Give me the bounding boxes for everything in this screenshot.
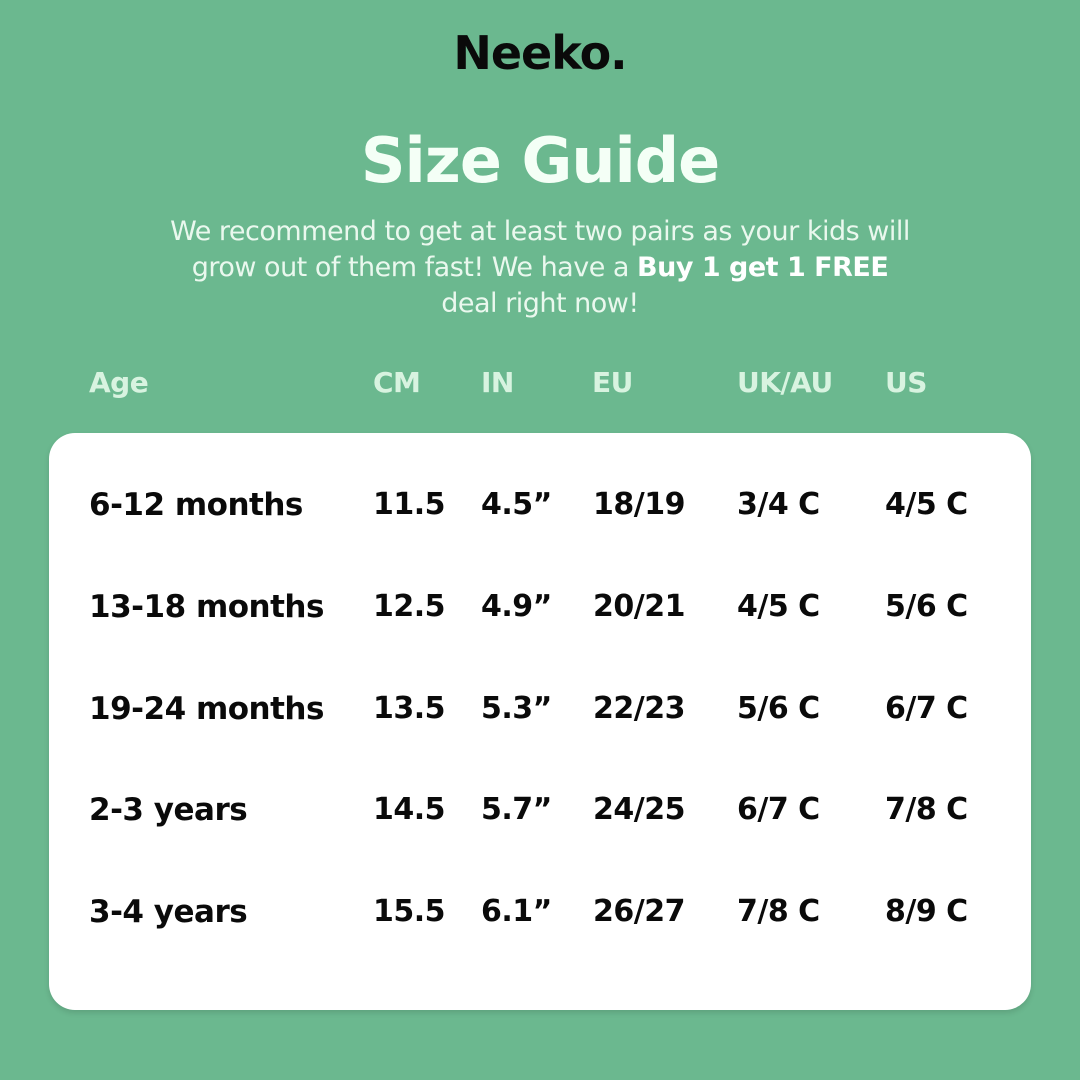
table-row: 19-24 months 13.5 5.3” 22/23 5/6 C 6/7 C bbox=[49, 691, 1031, 741]
header-us: US bbox=[885, 366, 927, 399]
cell-in: 4.5” bbox=[481, 487, 552, 522]
intro-deal-highlight: Buy 1 get 1 FREE bbox=[637, 252, 889, 283]
cell-in: 5.7” bbox=[481, 792, 552, 827]
cell-us: 7/8 C bbox=[885, 792, 968, 827]
cell-age: 2-3 years bbox=[89, 792, 248, 828]
cell-in: 6.1” bbox=[481, 894, 552, 929]
cell-uk-au: 4/5 C bbox=[737, 589, 820, 624]
header-uk-au: UK/AU bbox=[737, 366, 833, 399]
cell-in: 5.3” bbox=[481, 691, 552, 726]
table-row: 6-12 months 11.5 4.5” 18/19 3/4 C 4/5 C bbox=[49, 487, 1031, 537]
cell-us: 8/9 C bbox=[885, 894, 968, 929]
header-cm: CM bbox=[373, 366, 421, 399]
header-eu: EU bbox=[592, 366, 633, 399]
cell-uk-au: 6/7 C bbox=[737, 792, 820, 827]
cell-uk-au: 5/6 C bbox=[737, 691, 820, 726]
brand-logo: Neeko. bbox=[453, 26, 627, 80]
cell-uk-au: 7/8 C bbox=[737, 894, 820, 929]
page-title: Size Guide bbox=[360, 124, 720, 197]
intro-text: We recommend to get at least two pairs a… bbox=[170, 214, 910, 322]
cell-cm: 13.5 bbox=[373, 691, 446, 726]
intro-part-2: deal right now! bbox=[441, 288, 639, 319]
cell-eu: 24/25 bbox=[593, 792, 685, 827]
cell-us: 4/5 C bbox=[885, 487, 968, 522]
cell-eu: 20/21 bbox=[593, 589, 685, 624]
cell-eu: 22/23 bbox=[593, 691, 685, 726]
cell-us: 5/6 C bbox=[885, 589, 968, 624]
table-row: 13-18 months 12.5 4.9” 20/21 4/5 C 5/6 C bbox=[49, 589, 1031, 639]
cell-cm: 14.5 bbox=[373, 792, 446, 827]
cell-uk-au: 3/4 C bbox=[737, 487, 820, 522]
cell-cm: 11.5 bbox=[373, 487, 446, 522]
table-row: 3-4 years 15.5 6.1” 26/27 7/8 C 8/9 C bbox=[49, 894, 1031, 944]
cell-cm: 15.5 bbox=[373, 894, 446, 929]
cell-us: 6/7 C bbox=[885, 691, 968, 726]
size-table-card: 6-12 months 11.5 4.5” 18/19 3/4 C 4/5 C … bbox=[49, 433, 1031, 1010]
cell-age: 19-24 months bbox=[89, 691, 324, 727]
cell-age: 3-4 years bbox=[89, 894, 248, 930]
cell-in: 4.9” bbox=[481, 589, 552, 624]
header-in: IN bbox=[481, 366, 514, 399]
table-row: 2-3 years 14.5 5.7” 24/25 6/7 C 7/8 C bbox=[49, 792, 1031, 842]
cell-age: 6-12 months bbox=[89, 487, 303, 523]
cell-eu: 18/19 bbox=[593, 487, 685, 522]
cell-eu: 26/27 bbox=[593, 894, 685, 929]
intro-part-1: We recommend to get at least two pairs a… bbox=[170, 216, 910, 283]
table-header-row: Age CM IN EU UK/AU US bbox=[0, 366, 1080, 402]
cell-cm: 12.5 bbox=[373, 589, 446, 624]
cell-age: 13-18 months bbox=[89, 589, 324, 625]
header-age: Age bbox=[89, 366, 149, 399]
